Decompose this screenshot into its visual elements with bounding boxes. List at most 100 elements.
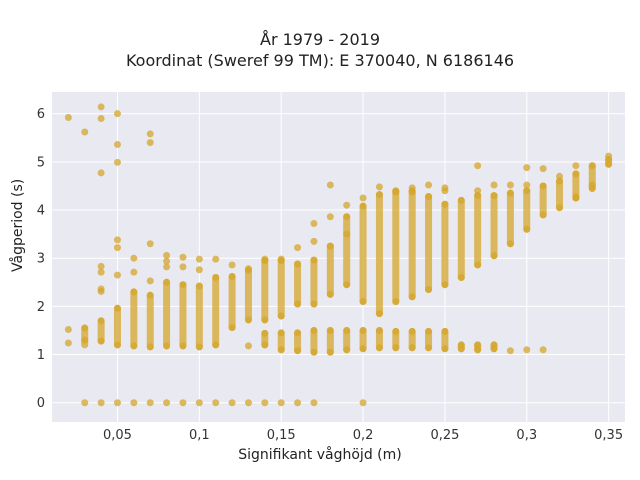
data-point <box>425 344 433 352</box>
data-point-range <box>310 326 318 356</box>
data-point <box>228 261 236 269</box>
data-point <box>343 281 351 289</box>
data-point <box>343 346 351 354</box>
data-point <box>64 326 72 334</box>
data-point <box>261 316 269 324</box>
data-point-range <box>572 170 580 202</box>
data-point <box>572 170 580 178</box>
data-point <box>195 255 203 263</box>
data-point <box>506 347 514 355</box>
data-point <box>244 316 252 324</box>
data-point <box>130 268 138 276</box>
data-point <box>64 339 72 347</box>
data-point <box>146 343 154 351</box>
data-point <box>490 181 498 189</box>
data-point <box>425 193 433 201</box>
data-point <box>523 181 531 189</box>
data-point-range <box>130 288 138 350</box>
data-point-range <box>474 192 482 269</box>
data-point <box>392 188 400 196</box>
data-point <box>261 257 269 265</box>
data-point <box>474 261 482 269</box>
data-point <box>310 399 318 407</box>
data-point <box>113 141 121 149</box>
data-point <box>506 189 514 197</box>
plot-background <box>52 92 625 422</box>
data-point <box>244 342 252 350</box>
data-point <box>113 244 121 252</box>
data-point <box>457 273 465 281</box>
data-point-range <box>244 266 252 324</box>
x-axis-ticks: 0,05 0,1 0,15 0,2 0,25 0,3 0,35 <box>103 428 623 443</box>
data-point <box>408 344 416 352</box>
data-point <box>523 346 531 354</box>
data-point <box>490 252 498 260</box>
data-point <box>343 230 351 238</box>
data-point <box>146 240 154 248</box>
data-point-range <box>425 193 433 294</box>
y-tick-label: 3 <box>37 252 45 267</box>
data-point <box>441 184 449 192</box>
data-point-range <box>146 291 154 351</box>
data-point <box>310 220 318 228</box>
data-point-range <box>326 242 334 298</box>
data-point-range <box>441 200 449 289</box>
data-point <box>163 257 171 265</box>
data-point-range <box>163 278 171 350</box>
data-point <box>375 310 383 318</box>
data-point <box>359 326 367 334</box>
data-point <box>441 345 449 353</box>
data-point <box>277 399 285 407</box>
x-tick-label: 0,1 <box>189 428 210 443</box>
data-point <box>474 346 482 354</box>
data-point <box>474 187 482 195</box>
data-point <box>212 399 220 407</box>
data-point <box>163 399 171 407</box>
data-point <box>228 399 236 407</box>
data-point <box>556 172 564 180</box>
data-point <box>523 187 531 195</box>
x-tick-label: 0,25 <box>430 428 459 443</box>
data-point <box>163 263 171 271</box>
data-point <box>244 399 252 407</box>
data-point <box>97 114 105 122</box>
data-point <box>310 300 318 308</box>
y-tick-label: 4 <box>37 204 45 219</box>
data-point <box>113 158 121 166</box>
data-point <box>261 341 269 349</box>
data-point <box>506 240 514 248</box>
data-point <box>375 183 383 191</box>
x-tick-label: 0,2 <box>353 428 374 443</box>
data-point <box>113 304 121 312</box>
data-point-range <box>228 273 236 332</box>
data-point <box>408 293 416 301</box>
data-point-range <box>556 177 564 212</box>
data-point-range <box>195 282 203 351</box>
data-point <box>277 329 285 337</box>
data-point <box>130 288 138 296</box>
y-axis-label: Vågperiod (s) <box>10 178 26 272</box>
data-point <box>408 188 416 196</box>
data-point-range <box>392 188 400 306</box>
data-point <box>97 287 105 295</box>
data-point-range <box>506 189 514 248</box>
data-point <box>457 341 465 349</box>
x-tick-label: 0,15 <box>267 428 296 443</box>
data-point <box>179 253 187 261</box>
data-point <box>195 266 203 274</box>
data-point <box>588 162 596 170</box>
data-point <box>130 254 138 262</box>
data-point <box>359 202 367 210</box>
data-point <box>359 298 367 306</box>
data-point <box>359 399 367 407</box>
data-point <box>81 324 89 332</box>
data-point <box>310 237 318 245</box>
data-point <box>244 266 252 274</box>
data-point <box>130 399 138 407</box>
data-point <box>310 348 318 356</box>
data-point <box>294 260 302 268</box>
data-point <box>277 257 285 265</box>
data-point <box>359 345 367 353</box>
data-point <box>556 177 564 185</box>
